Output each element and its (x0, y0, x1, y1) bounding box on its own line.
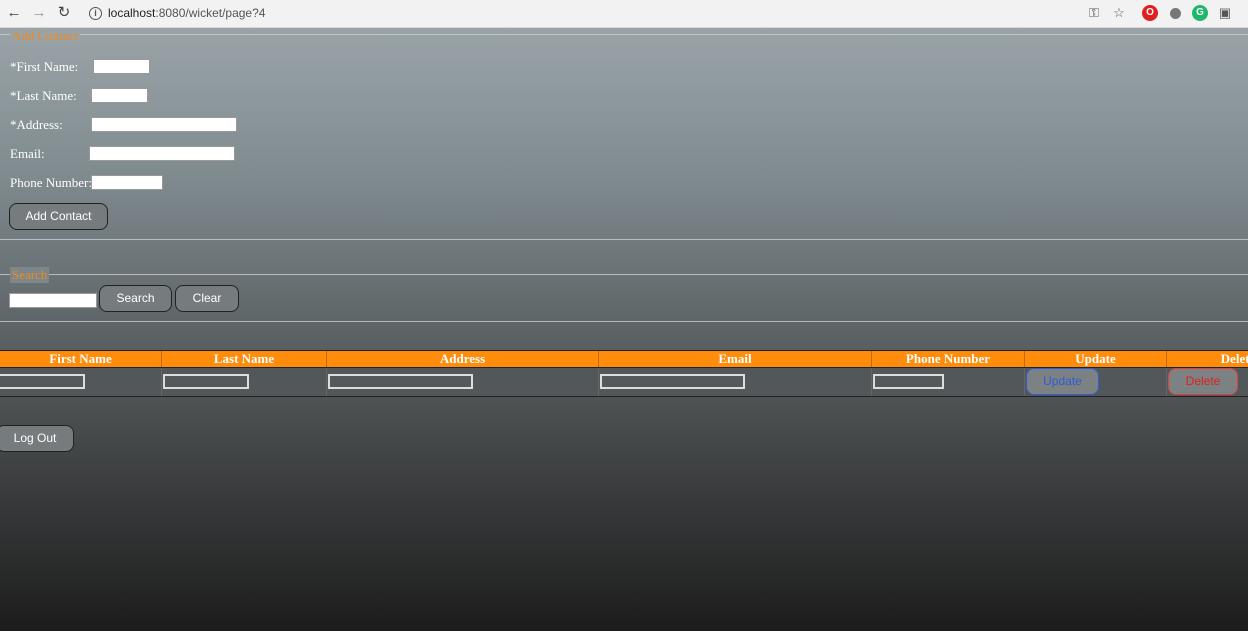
search-input[interactable] (9, 293, 97, 308)
update-button[interactable]: Update (1026, 368, 1099, 395)
search-button[interactable]: Search (99, 285, 172, 312)
page-body: Add Contact *First Name: *Last Name: *Ad… (0, 28, 1248, 631)
cell-address (327, 368, 599, 396)
email-input[interactable] (89, 146, 235, 161)
first-name-input[interactable] (93, 59, 150, 74)
header-phone-number: Phone Number (872, 351, 1025, 367)
header-last-name: Last Name (162, 351, 327, 367)
cell-last-name (162, 368, 327, 396)
first-name-label: *First Name: (10, 59, 79, 74)
grammarly-icon[interactable]: G (1192, 5, 1208, 21)
address-label: *Address: (10, 117, 63, 132)
cell-email (599, 368, 872, 396)
info-icon[interactable]: i (89, 7, 102, 20)
star-icon[interactable]: ☆ (1113, 5, 1125, 20)
add-contact-bottom-rule (0, 239, 1248, 240)
cell-phone-number (872, 368, 1025, 396)
cell-first-name (0, 368, 162, 396)
last-name-input[interactable] (91, 88, 148, 103)
camera-icon[interactable]: ▣ (1218, 5, 1232, 20)
forward-arrow-icon[interactable]: → (31, 4, 47, 21)
add-contact-button[interactable]: Add Contact (9, 203, 108, 230)
clear-button[interactable]: Clear (175, 285, 239, 312)
log-out-button[interactable]: Log Out (0, 425, 74, 452)
header-address: Address (327, 351, 599, 367)
reload-icon[interactable]: ↻ (57, 4, 71, 21)
row-last-name-input[interactable] (163, 374, 249, 389)
cell-delete: Delete (1167, 368, 1248, 396)
key-icon[interactable]: ⚿ (1089, 5, 1099, 20)
circle-extension-icon[interactable] (1170, 8, 1181, 19)
search-bottom-rule (0, 321, 1248, 322)
table-header-row: First Name Last Name Address Email Phone… (0, 350, 1248, 368)
header-update: Update (1025, 351, 1167, 367)
row-phone-input[interactable] (873, 374, 944, 389)
back-arrow-icon[interactable]: ← (6, 4, 22, 21)
last-name-label: *Last Name: (10, 88, 77, 103)
row-address-input[interactable] (328, 374, 473, 389)
header-email: Email (599, 351, 872, 367)
address-input[interactable] (91, 117, 237, 132)
table-row: Update Delete (0, 368, 1248, 397)
add-contact-legend: Add Contact (10, 28, 81, 44)
phone-input[interactable] (91, 175, 163, 190)
row-first-name-input[interactable] (0, 374, 85, 389)
url-host: localhost (108, 6, 156, 20)
add-contact-top-rule (0, 34, 1248, 35)
header-first-name: First Name (0, 351, 162, 367)
browser-toolbar: ← → ↻ i localhost:8080/wicket/page?4 ⚿ ☆… (0, 0, 1248, 28)
header-delete: Delete (1220, 351, 1248, 366)
row-email-input[interactable] (600, 374, 745, 389)
email-label: Email: (10, 146, 45, 161)
delete-button[interactable]: Delete (1168, 368, 1238, 395)
address-bar[interactable]: localhost:8080/wicket/page?4 (108, 6, 265, 20)
search-top-rule (0, 274, 1248, 275)
search-legend: Search (10, 267, 50, 283)
url-path: :8080/wicket/page?4 (155, 6, 266, 20)
phone-label: Phone Number: (10, 175, 92, 190)
opera-icon[interactable]: O (1142, 5, 1158, 21)
cell-update: Update (1025, 368, 1167, 396)
